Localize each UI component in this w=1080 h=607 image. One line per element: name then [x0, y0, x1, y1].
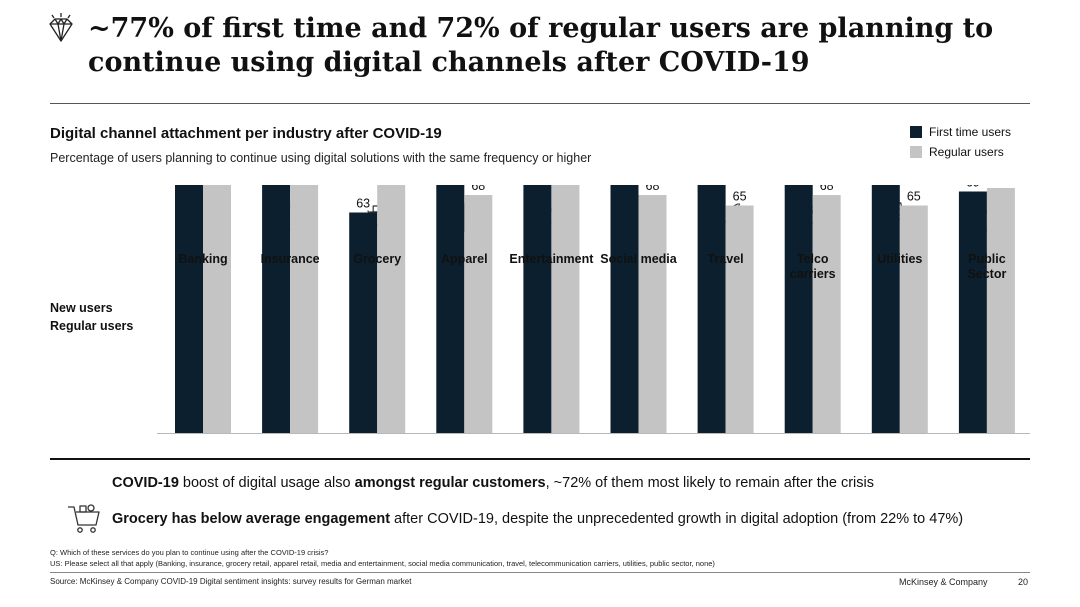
bar-regular-entertainment [551, 185, 580, 433]
footer-divider [50, 572, 1030, 573]
bar-regular-social-media [638, 195, 667, 433]
chart-description: Percentage of users planning to continue… [50, 151, 592, 165]
category-label-banking: Banking [178, 252, 227, 266]
value-label-regular-telco-carriers: 68 [820, 185, 834, 193]
category-label-insurance: Insurance [261, 252, 320, 266]
value-label-regular-social-media: 68 [646, 185, 660, 193]
bar-first-time-social-media [610, 185, 639, 433]
legend-item-first: First time users [910, 122, 1011, 142]
value-label-background [354, 196, 372, 211]
page-title: ~77% of first time and 72% of regular us… [88, 13, 994, 78]
bar-regular-utilities [899, 205, 928, 433]
bar-regular-telco-carriers [812, 195, 841, 433]
bar-regular-apparel [464, 195, 493, 433]
legend-label-first: First time users [929, 125, 1012, 139]
category-label-grocery: Grocery [353, 252, 401, 266]
takeaway-covid-boost: COVID-19 boost of digital usage also amo… [112, 475, 874, 491]
category-label-apparel: Apparel [441, 252, 488, 266]
legend-item-regular: Regular users [910, 142, 1011, 162]
chart-subtitle: Digital channel attachment per industry … [50, 125, 442, 142]
value-label-background [992, 185, 1010, 186]
takeaway-grocery: Grocery has below average engagement aft… [112, 511, 963, 527]
value-label-background [905, 189, 923, 204]
row-label-regular-users: Regular users [50, 319, 133, 333]
category-label-travel: Travel [708, 252, 744, 266]
bar-regular-insurance [290, 185, 319, 433]
value-label-regular-public-sector: 70 [994, 185, 1008, 186]
category-label-public-sector: Public Sector [967, 252, 1006, 281]
takeaway-divider [50, 458, 1030, 460]
bar-regular-banking [203, 185, 231, 433]
bar-first-time-utilities [871, 185, 900, 433]
bar-first-time-public-sector [958, 191, 987, 433]
takeaway-bold-text: COVID-19 [112, 475, 179, 491]
category-label-social-media: Social media [600, 252, 677, 266]
legend-swatch-regular [910, 146, 922, 158]
footnote-options: US: Please select all that apply (Bankin… [50, 559, 715, 568]
takeaway-text: , ~72% of them most likely to remain aft… [545, 475, 874, 491]
bar-regular-travel [725, 205, 754, 433]
bar-first-time-grocery [349, 212, 378, 433]
brand-name: McKinsey & Company [899, 577, 988, 587]
takeaway-text: boost of digital usage also [178, 475, 355, 491]
bar-first-time-banking [175, 185, 203, 433]
value-label-background [644, 185, 661, 193]
value-label-background [731, 189, 749, 204]
bar-first-time-insurance [262, 185, 291, 433]
value-label-first-time-public-sector: 69 [966, 185, 980, 190]
legend: First time users Regular users [910, 122, 1011, 162]
bar-first-time-entertainment [523, 185, 552, 433]
source-note: Source: McKinsey & Company COVID-19 Digi… [50, 577, 412, 586]
value-label-regular-apparel: 68 [471, 185, 485, 193]
takeaway-bold-text: amongst regular customers [354, 475, 546, 491]
legend-label-regular: Regular users [929, 145, 1004, 159]
bar-first-time-travel [697, 185, 726, 433]
bar-first-time-apparel [436, 185, 465, 433]
category-label-entertainment: Entertainment [509, 252, 594, 266]
value-label-background [964, 185, 982, 190]
shopping-cart-icon [68, 504, 100, 533]
diamond-icon [49, 13, 73, 42]
value-label-regular-travel: 65 [733, 190, 747, 204]
bar-regular-public-sector [986, 188, 1015, 433]
bar-regular-grocery [377, 185, 406, 433]
value-label-background [469, 185, 487, 193]
page-number: 20 [1018, 577, 1029, 587]
category-label-telco-carriers: Telco carriers [790, 252, 836, 281]
value-label-regular-utilities: 65 [907, 190, 921, 204]
row-label-new-users: New users [50, 301, 113, 315]
takeaway-text: after COVID-19, despite the unprecedente… [390, 511, 964, 527]
legend-swatch-first [910, 126, 922, 138]
category-label-utilities: Utilities [877, 252, 922, 266]
footnote-question: Q: Which of these services do you plan t… [50, 548, 329, 557]
takeaway-bold-text: Grocery has below average engagement [112, 511, 391, 527]
value-label-first-time-grocery: 63 [356, 197, 370, 211]
bar-first-time-telco-carriers [784, 185, 813, 433]
title-divider [50, 103, 1030, 104]
value-label-background [818, 185, 836, 193]
